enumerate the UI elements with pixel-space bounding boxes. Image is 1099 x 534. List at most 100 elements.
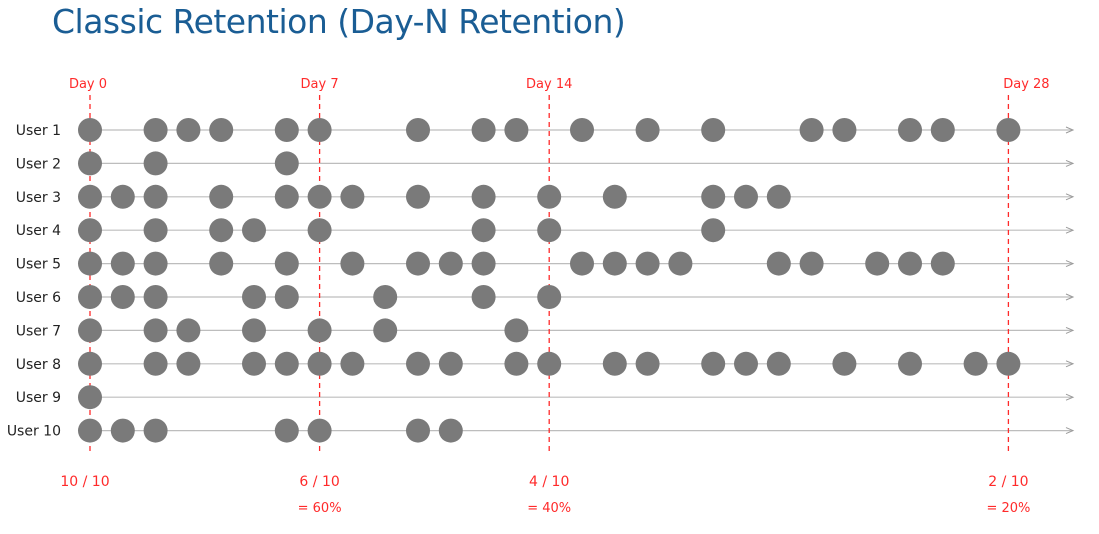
activity-dot <box>996 351 1021 376</box>
activity-dot <box>373 285 398 309</box>
activity-dot <box>307 118 332 142</box>
activity-dot <box>504 118 529 142</box>
retention-percent: = 60% <box>298 501 342 516</box>
activity-dot <box>176 318 201 343</box>
activity-dot <box>143 351 168 376</box>
activity-dot <box>274 351 299 376</box>
activity-dot <box>242 218 266 243</box>
activity-dot <box>274 118 299 142</box>
day-marker-label: Day 28 <box>1003 77 1049 92</box>
user-label: User 8 <box>16 357 61 373</box>
activity-dot <box>209 218 234 243</box>
activity-dot <box>143 251 168 276</box>
timeline-arrow-icon <box>1065 326 1075 334</box>
activity-dot <box>701 184 726 209</box>
activity-dot <box>766 351 791 376</box>
user-label: User 1 <box>16 123 61 139</box>
activity-dot <box>340 251 365 276</box>
activity-dot <box>78 385 102 410</box>
activity-dot <box>143 318 168 343</box>
user-label: User 3 <box>16 190 61 206</box>
user-label: User 2 <box>16 156 61 172</box>
activity-dot <box>701 351 726 376</box>
activity-dot <box>143 285 168 309</box>
activity-dot <box>570 251 594 276</box>
timeline-arrow-icon <box>1065 260 1075 268</box>
activity-dot <box>865 251 890 276</box>
activity-dot <box>110 251 135 276</box>
activity-dot <box>373 318 398 343</box>
activity-dot <box>701 118 726 142</box>
timeline-arrow-icon <box>1065 193 1075 201</box>
activity-dot <box>143 218 168 243</box>
activity-dot <box>898 118 922 142</box>
activity-dot <box>799 251 824 276</box>
activity-dot <box>242 285 266 309</box>
activity-dot <box>406 251 430 276</box>
activity-dot <box>930 118 955 142</box>
activity-dot <box>471 184 496 209</box>
activity-dot <box>78 318 102 343</box>
activity-dot <box>898 251 922 276</box>
activity-dot <box>242 351 266 376</box>
activity-dot <box>537 218 562 243</box>
activity-dot <box>78 418 102 443</box>
page-title: Classic Retention (Day-N Retention) <box>52 2 626 41</box>
activity-dot <box>340 351 365 376</box>
activity-dot <box>307 418 332 443</box>
retention-percent: = 20% <box>986 501 1030 516</box>
activity-dot <box>209 251 234 276</box>
activity-dot <box>78 351 102 376</box>
activity-dot <box>668 251 693 276</box>
activity-dot <box>274 251 299 276</box>
user-label: User 5 <box>16 257 61 273</box>
activity-dot <box>176 351 201 376</box>
user-label: User 10 <box>7 424 61 440</box>
activity-dot <box>602 184 627 209</box>
activity-dot <box>406 184 430 209</box>
activity-dot <box>734 184 758 209</box>
activity-dot <box>78 184 102 209</box>
day-marker-label: Day 0 <box>69 77 107 92</box>
activity-dot <box>537 351 562 376</box>
activity-dot <box>602 351 627 376</box>
activity-dot <box>307 184 332 209</box>
activity-dot <box>110 285 135 309</box>
retention-ratio: 10 / 10 <box>60 474 109 490</box>
activity-dot <box>274 184 299 209</box>
activity-dot <box>898 351 922 376</box>
activity-dot <box>406 418 430 443</box>
timeline-arrow-icon <box>1065 126 1075 134</box>
retention-ratio: 2 / 10 <box>988 474 1028 490</box>
activity-dot <box>78 251 102 276</box>
activity-dot <box>78 285 102 309</box>
activity-dot <box>799 118 824 142</box>
activity-dot <box>340 184 365 209</box>
timeline-arrow-icon <box>1065 427 1075 435</box>
retention-ratio: 4 / 10 <box>529 474 569 490</box>
activity-dot <box>832 351 857 376</box>
activity-dot <box>734 351 758 376</box>
activity-dot <box>110 418 135 443</box>
retention-percent: = 40% <box>527 501 571 516</box>
activity-dot <box>274 418 299 443</box>
activity-dot <box>537 285 562 309</box>
activity-dot <box>274 285 299 309</box>
activity-dot <box>504 318 529 343</box>
activity-dot <box>242 318 266 343</box>
activity-dot <box>307 351 332 376</box>
user-label: User 7 <box>16 323 61 339</box>
activity-dot <box>766 251 791 276</box>
activity-dot <box>471 118 496 142</box>
day-marker-label: Day 7 <box>301 77 339 92</box>
activity-dot <box>832 118 857 142</box>
activity-dot <box>701 218 726 243</box>
activity-dot <box>471 251 496 276</box>
activity-dot <box>143 118 168 142</box>
activity-dot <box>209 118 234 142</box>
activity-dot <box>110 184 135 209</box>
timeline-arrow-icon <box>1065 159 1075 167</box>
activity-dot <box>406 118 430 142</box>
timeline-arrow-icon <box>1065 360 1075 368</box>
